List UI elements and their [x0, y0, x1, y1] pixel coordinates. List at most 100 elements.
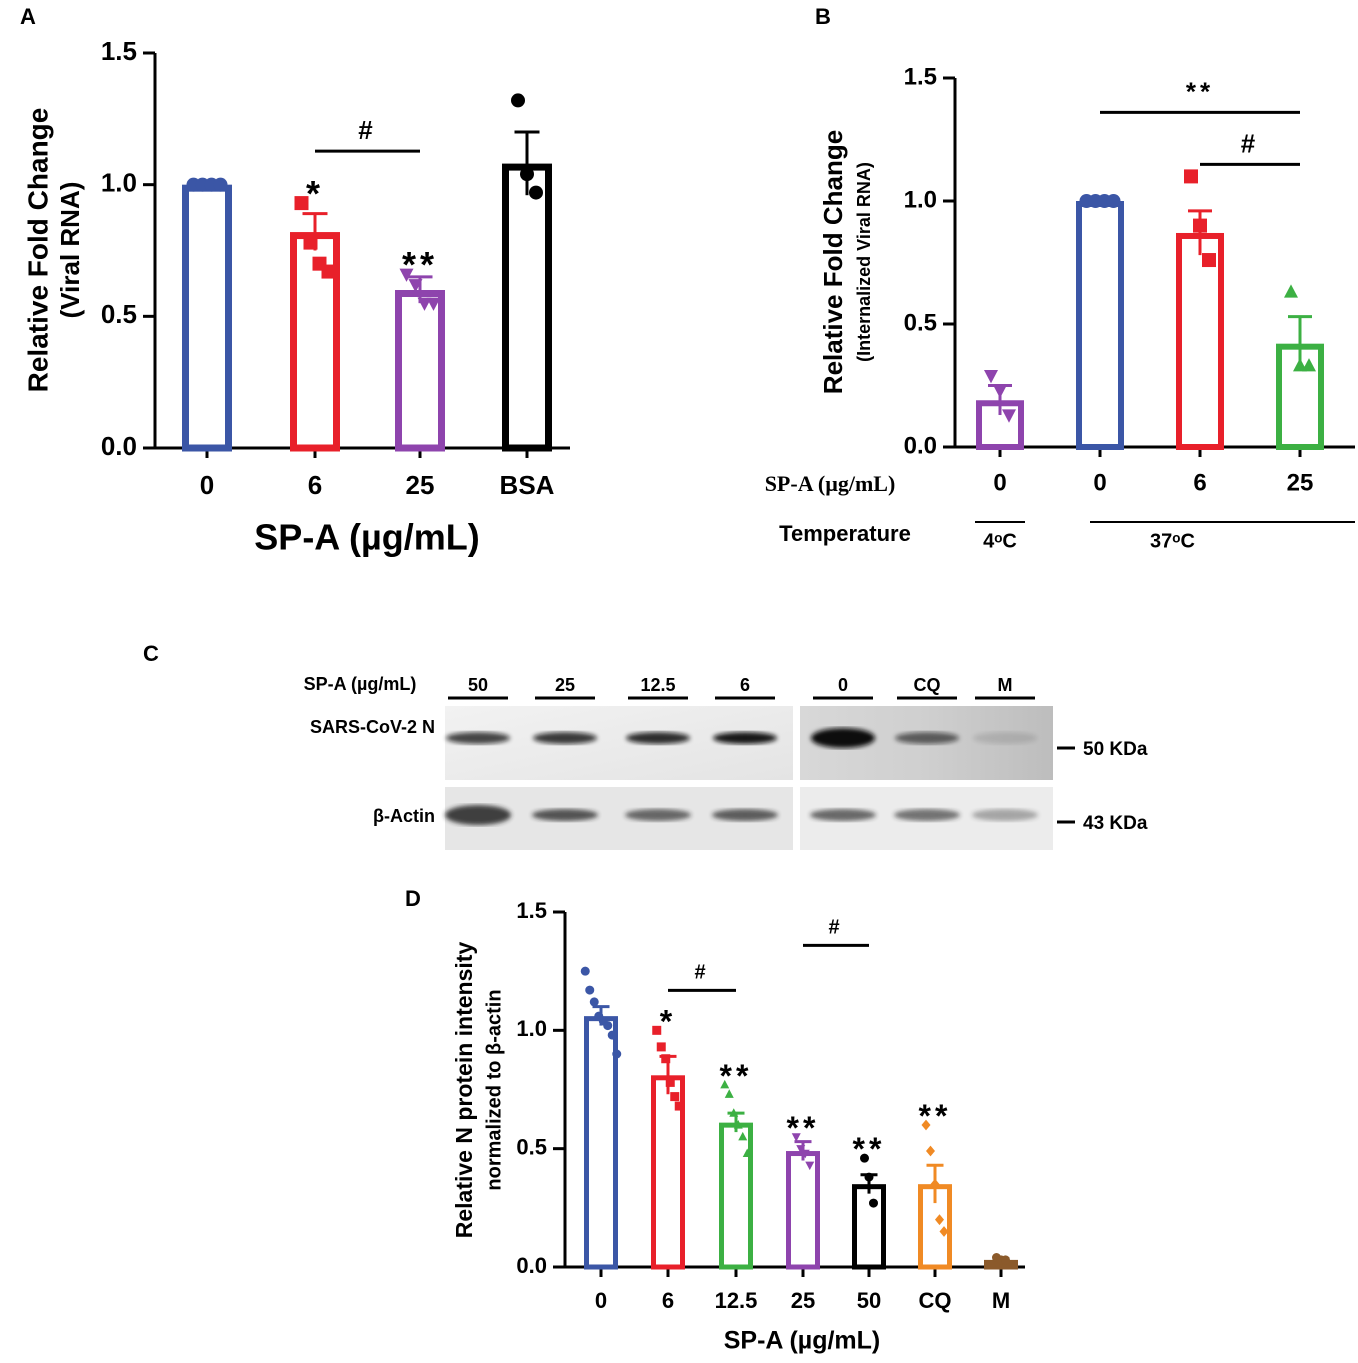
y-tick-label: 1.0 — [904, 186, 937, 213]
y-tick-label: 0.5 — [904, 309, 937, 336]
panel-letter: D — [405, 886, 421, 911]
panel-letter: C — [143, 641, 159, 666]
data-point — [656, 1042, 666, 1052]
bar — [584, 1016, 618, 1270]
x-axis-title: SP-A (µg/mL) — [254, 517, 479, 558]
bracket-label: # — [828, 916, 843, 938]
x-tick-label: 25 — [406, 470, 435, 500]
data-point — [1106, 194, 1121, 208]
x-tick-label: 50 — [857, 1288, 881, 1313]
bar — [852, 1184, 886, 1270]
blot-band — [895, 732, 959, 744]
group-label: 37ᵒC — [1150, 530, 1195, 552]
significance-label: ** — [853, 1131, 886, 1167]
data-point — [791, 1133, 801, 1142]
data-point — [612, 1049, 622, 1059]
data-point — [670, 1092, 680, 1102]
data-point — [921, 1119, 931, 1131]
data-point — [984, 370, 998, 384]
x-tick-label: 25 — [1287, 469, 1314, 496]
significance-label: ** — [919, 1098, 952, 1134]
x-tick-label: BSA — [500, 470, 555, 500]
blot-band — [712, 809, 778, 821]
blot-band — [533, 732, 597, 744]
data-point — [1193, 218, 1207, 233]
data-point — [733, 1120, 743, 1129]
x-tick-label: 6 — [662, 1288, 674, 1313]
bracket-label: # — [358, 115, 376, 145]
chart-panel: D Relative N protein intensity normalized … — [405, 886, 1025, 1355]
x-axis-title: SP-A (µg/mL) — [765, 471, 896, 496]
data-point — [939, 1226, 949, 1237]
panel-letter: A — [20, 4, 36, 29]
data-point — [993, 384, 1007, 399]
y-tick-label: 0.5 — [516, 1134, 547, 1159]
panel-letter: B — [815, 4, 831, 29]
x-tick-label: 0 — [200, 470, 214, 500]
data-point — [800, 1149, 810, 1159]
data-point — [742, 1148, 752, 1157]
lane-label: 12.5 — [640, 675, 675, 695]
data-point — [665, 1077, 675, 1087]
data-point — [303, 235, 318, 250]
data-point — [607, 1030, 617, 1040]
bar — [1076, 201, 1124, 450]
row-label: β-Actin — [373, 806, 435, 826]
data-point — [294, 196, 309, 211]
data-point — [1001, 1255, 1010, 1265]
y-tick-label: 1.0 — [516, 1016, 547, 1041]
data-point — [585, 985, 595, 995]
data-point — [1002, 409, 1016, 423]
y-axis-title: Relative Fold Change — [818, 130, 848, 394]
y-tick-label: 0.0 — [904, 432, 937, 459]
x-tick-label: 0 — [595, 1288, 607, 1313]
data-point — [408, 279, 423, 293]
lane-label: M — [998, 675, 1013, 695]
blot-band — [532, 809, 598, 821]
significance-label: ** — [787, 1110, 820, 1146]
significance-label: * — [306, 173, 324, 214]
x-tick-label: 6 — [1193, 469, 1206, 496]
bar — [395, 290, 445, 452]
size-marker-label: 50 KDa — [1083, 739, 1148, 760]
y-axis-title: Relative N protein intensity — [451, 942, 477, 1239]
data-point — [589, 997, 599, 1007]
bracket-label: # — [1241, 128, 1259, 158]
data-point — [720, 1079, 730, 1089]
blot-band — [894, 809, 960, 821]
bar — [1176, 232, 1224, 450]
size-marker-label: 43 KDa — [1083, 813, 1148, 834]
bar — [719, 1122, 753, 1270]
y-tick-label: 1.5 — [516, 898, 547, 923]
blot-band — [973, 732, 1037, 744]
data-point — [1184, 169, 1198, 184]
x-tick-label: 6 — [308, 470, 322, 500]
error-bar — [1188, 209, 1212, 256]
data-point — [869, 1198, 878, 1208]
x-tick-label: 12.5 — [715, 1288, 758, 1313]
data-point — [926, 1145, 935, 1157]
bracket-label: ** — [1186, 76, 1214, 106]
x-axis-title: SP-A (µg/mL) — [724, 1327, 881, 1355]
y-axis-title: Relative Fold Change — [22, 108, 53, 393]
data-point — [729, 1108, 739, 1117]
x-tick-label: 0 — [993, 469, 1006, 496]
error-bar — [514, 130, 540, 196]
data-point — [321, 264, 336, 279]
data-point — [805, 1161, 815, 1171]
chart-panel: A Relative Fold Change (Viral RNA) 0.0 0.5 1.… — [20, 4, 570, 558]
data-point — [724, 1089, 734, 1098]
data-point — [860, 1153, 869, 1163]
lane-label: 50 — [468, 675, 488, 695]
data-point — [652, 1025, 662, 1035]
data-point — [1302, 358, 1316, 372]
data-point — [1293, 358, 1307, 372]
significance-label: * — [660, 1003, 676, 1039]
data-point — [399, 268, 414, 282]
data-point — [213, 177, 228, 192]
data-point — [511, 93, 525, 108]
blot-band — [713, 732, 777, 744]
blot-panel: C SP-A (µg/mL) 50 25 12.5 6 0 CQ M SARS-CoV-2 N β-… — [143, 641, 1148, 850]
data-point — [580, 966, 590, 976]
blot-band — [625, 809, 691, 821]
